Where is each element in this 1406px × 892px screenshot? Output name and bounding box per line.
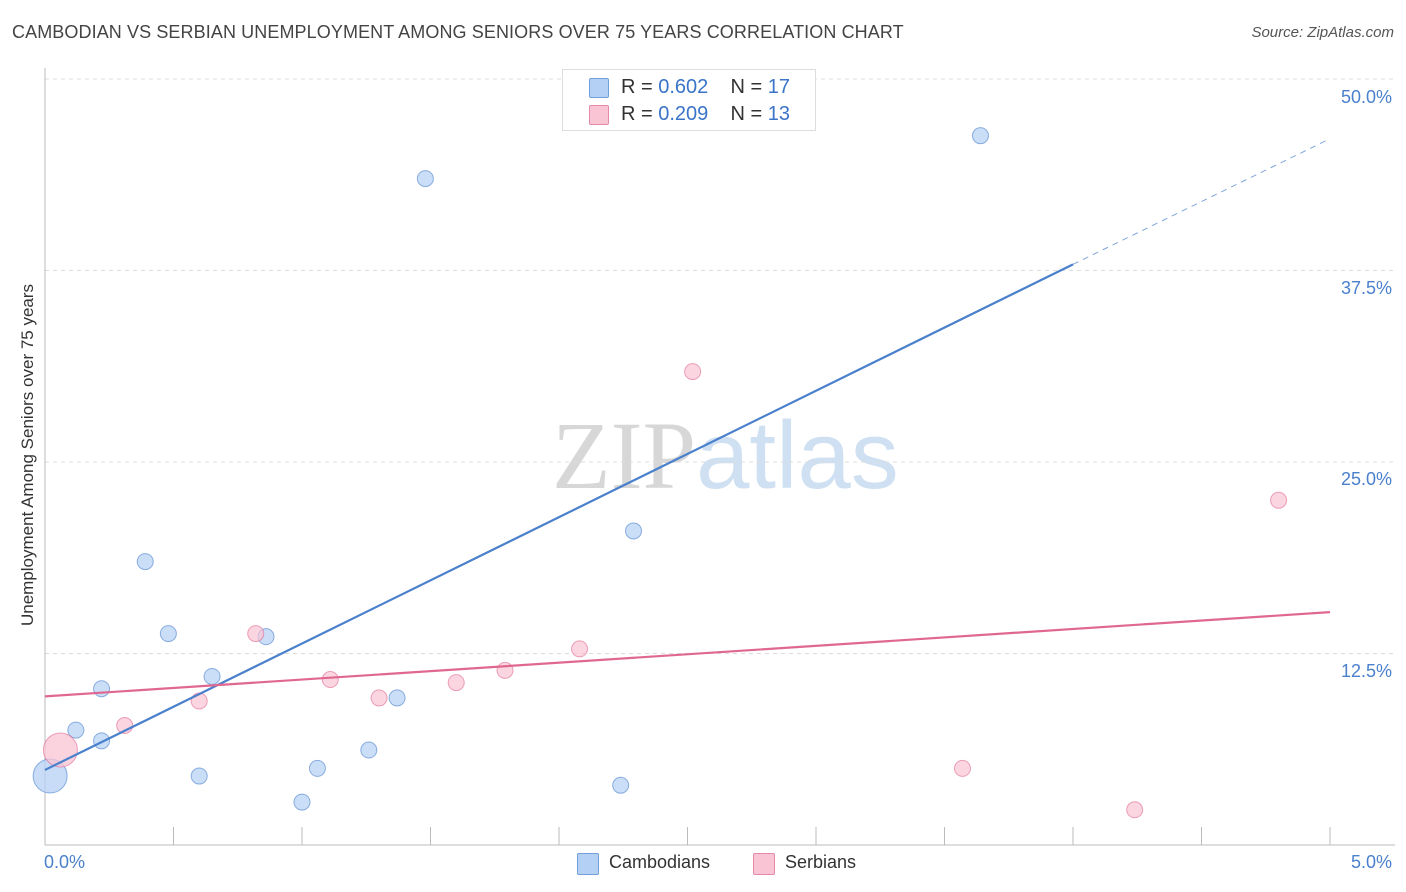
data-point-serbians [321, 671, 339, 689]
legend-n-value: 17 [767, 76, 791, 98]
data-point-cambodians [625, 522, 643, 540]
data-point-serbians [571, 640, 589, 658]
data-point-serbians [447, 674, 465, 692]
data-point-serbians [684, 363, 702, 381]
data-point-cambodians [136, 553, 154, 571]
watermark-atlas: atlas [696, 402, 899, 509]
data-point-serbians [190, 692, 208, 710]
legend-label-serbians: Serbians [785, 852, 857, 872]
data-point-cambodians [971, 127, 989, 145]
legend-n-value: 13 [767, 103, 791, 125]
data-point-serbians [953, 759, 971, 777]
trend-extension-cambodians [1072, 138, 1331, 265]
data-point-cambodians [190, 767, 208, 785]
data-point-cambodians [293, 793, 311, 811]
data-point-serbians [1126, 801, 1144, 819]
legend-swatch-serbians [753, 853, 775, 875]
legend: R = 0.602 N = 17 R = 0.209 N = 13 [562, 69, 816, 131]
y-tick-label: 12.5% [1340, 661, 1392, 681]
y-tick-label: 50.0% [1340, 87, 1392, 107]
data-point-cambodians [360, 741, 378, 759]
legend-swatch-cambodians [577, 853, 599, 875]
legend-r-value: 0.209 [658, 103, 709, 125]
data-point-cambodians [308, 759, 326, 777]
legend-label-cambodians: Cambodians [609, 852, 711, 872]
trend-line-serbians [44, 611, 1331, 698]
watermark-zip: ZIP [552, 402, 696, 509]
x-tick-label: 5.0% [1350, 852, 1392, 872]
trend-line-cambodians [44, 263, 1074, 771]
data-point-serbians [1270, 491, 1288, 509]
watermark: ZIPatlas [552, 400, 899, 511]
data-point-serbians [496, 661, 514, 679]
legend-r-value: 0.602 [658, 76, 709, 98]
legend-swatch-cambodians [589, 78, 609, 98]
y-tick-label: 25.0% [1340, 469, 1392, 489]
legend-r-label: R = [621, 76, 659, 98]
data-point-cambodians [159, 625, 177, 643]
source-label: Source: ZipAtlas.com [1251, 24, 1394, 41]
chart-title: CAMBODIAN VS SERBIAN UNEMPLOYMENT AMONG … [12, 22, 904, 42]
legend-n-label: N = [730, 103, 768, 125]
data-point-cambodians [93, 680, 111, 698]
y-axis-label: Unemployment Among Seniors over 75 years [18, 283, 37, 627]
data-point-serbians [370, 689, 388, 707]
data-point-serbians [247, 625, 265, 643]
legend-swatch-serbians [589, 105, 609, 125]
data-point-cambodians [388, 689, 406, 707]
legend-n-label: N = [730, 76, 768, 98]
legend-r-label: R = [621, 103, 659, 125]
data-point-cambodians [93, 732, 111, 750]
data-point-cambodians [67, 721, 85, 739]
x-tick-label: 0.0% [44, 852, 86, 872]
data-point-cambodians [416, 170, 434, 188]
y-tick-label: 37.5% [1340, 278, 1392, 298]
data-point-cambodians [612, 776, 630, 794]
data-point-cambodians [203, 667, 221, 685]
